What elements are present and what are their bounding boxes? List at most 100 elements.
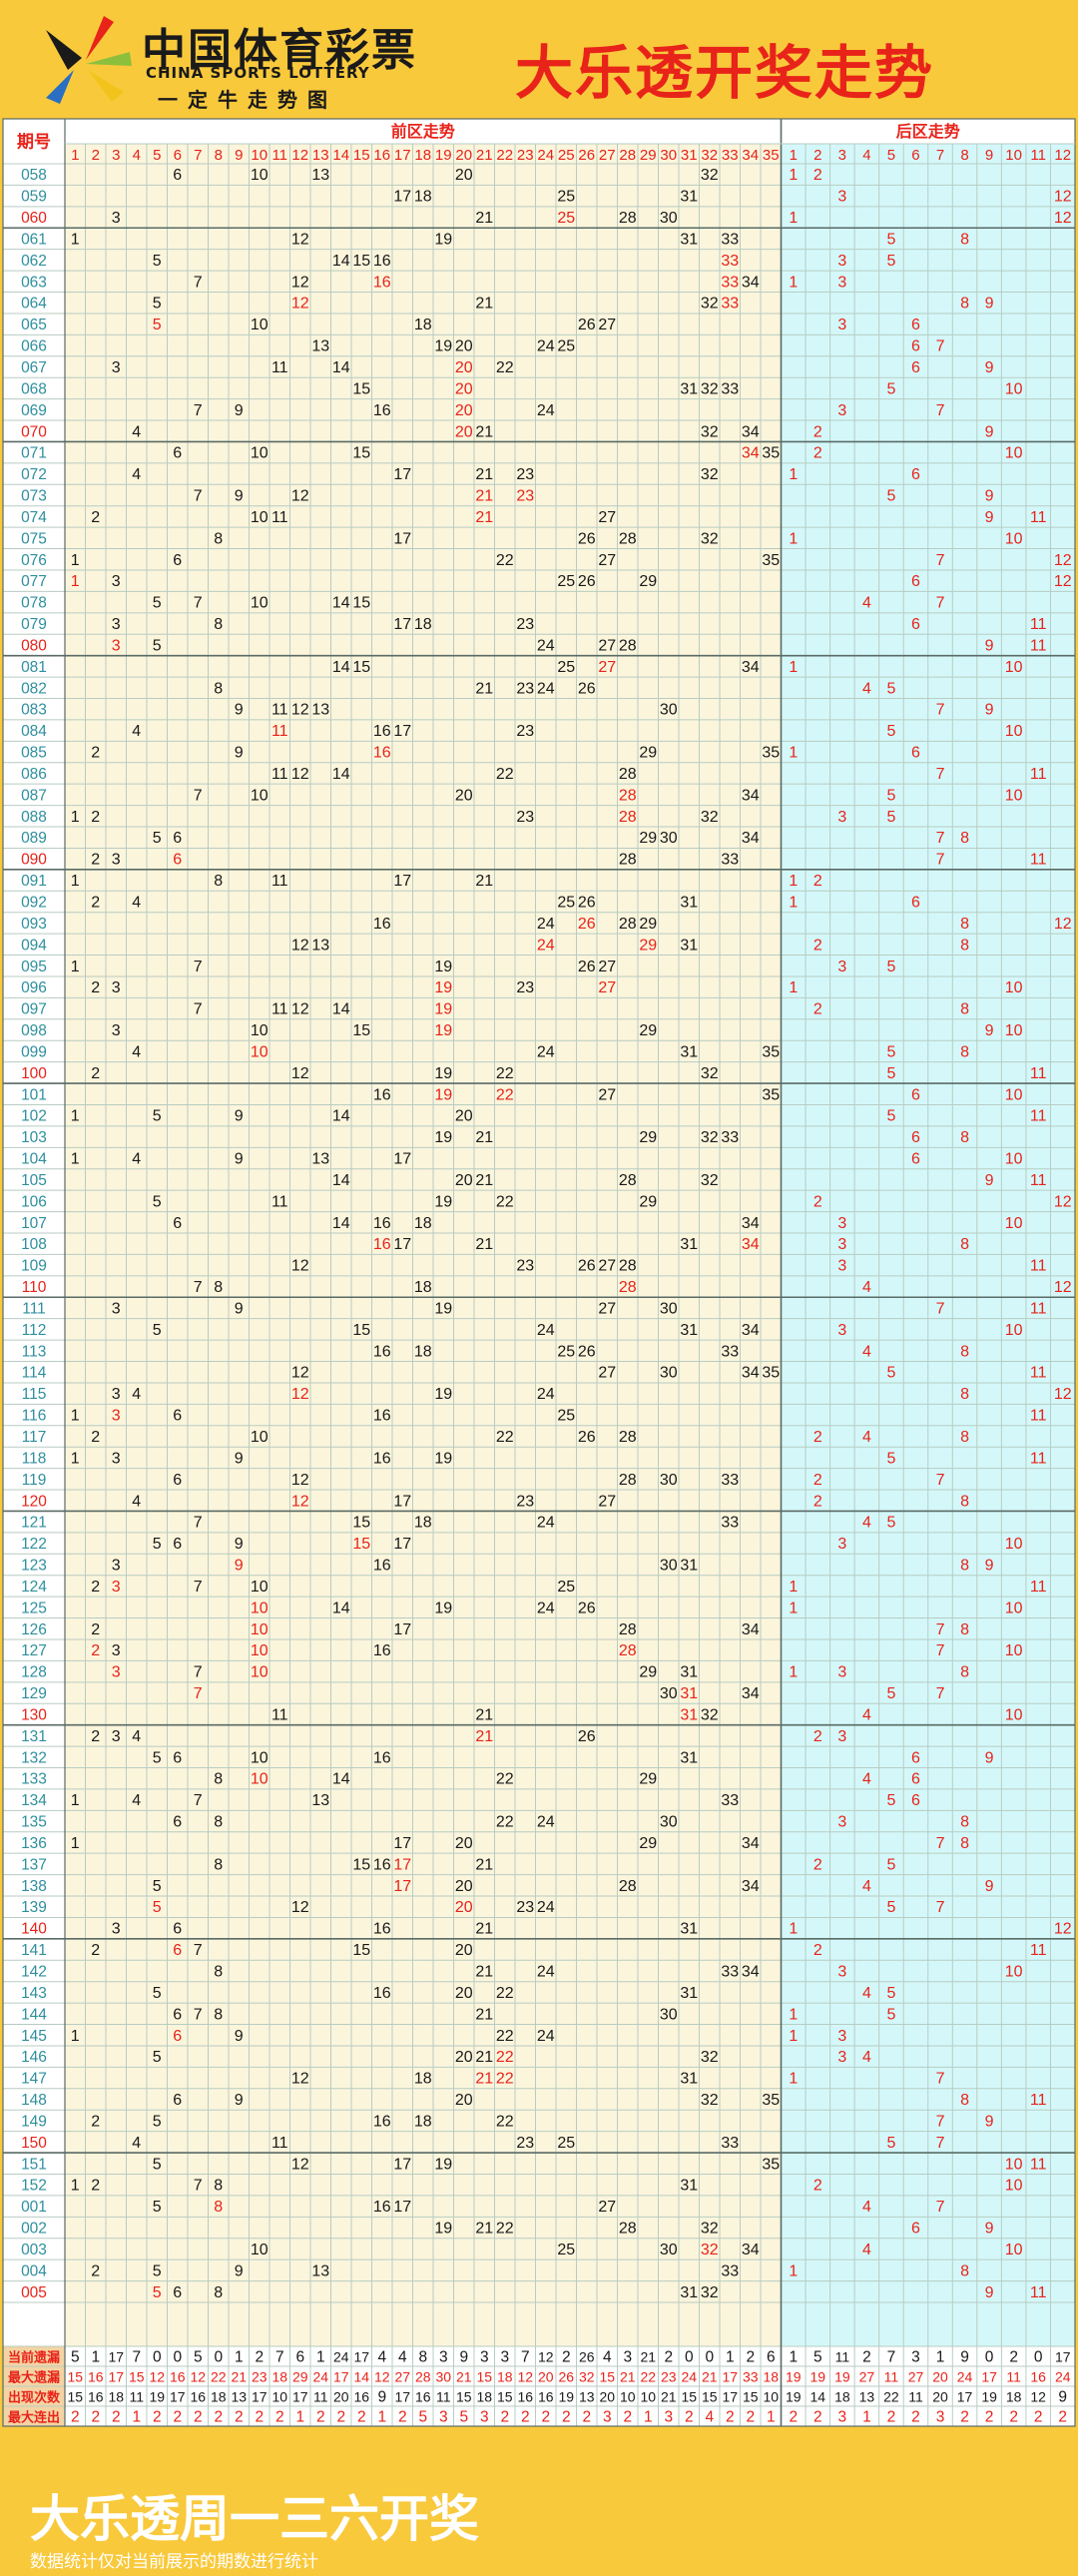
stats-front-value: 2 — [71, 2409, 80, 2426]
issue-number: 083 — [21, 702, 47, 719]
stats-back-value: 22 — [883, 2389, 899, 2405]
front-ball: 1 — [71, 1792, 80, 1809]
front-ball: 19 — [434, 1022, 452, 1039]
stats-back-value: 11 — [884, 2369, 899, 2385]
draw-row: 060 3 21 25 28 30 1 12 — [21, 210, 1072, 227]
front-ball: 33 — [721, 1515, 739, 1532]
back-column-number: 4 — [862, 147, 870, 164]
issue-number: 069 — [21, 402, 47, 419]
issue-number: 068 — [21, 380, 47, 397]
front-ball: 34 — [742, 1215, 760, 1232]
issue-number: 061 — [21, 231, 47, 248]
front-ball: 12 — [291, 702, 309, 719]
front-ball: 28 — [619, 637, 637, 654]
front-ball: 28 — [619, 1642, 637, 1659]
front-ball: 6 — [173, 1942, 182, 1959]
back-ball: 1 — [789, 2006, 798, 2023]
front-ball: 28 — [619, 1258, 637, 1275]
front-ball: 35 — [762, 1365, 780, 1382]
front-ball: 17 — [393, 1621, 411, 1638]
front-ball: 31 — [680, 1043, 698, 1060]
front-ball: 16 — [373, 274, 391, 291]
front-ball: 21 — [475, 680, 493, 697]
stats-front-value: 12 — [149, 2369, 165, 2385]
back-ball: 5 — [886, 380, 895, 397]
front-ball: 26 — [578, 959, 596, 975]
draw-row: 128 3 7 10 29 31 1 3 8 — [21, 1664, 969, 1681]
front-ball: 10 — [251, 2242, 269, 2258]
front-ball: 3 — [112, 1022, 121, 1039]
back-ball: 2 — [813, 937, 822, 954]
draw-row: 118 1 3 9 16 19 5 11 — [22, 1450, 1047, 1467]
front-ball: 19 — [434, 1193, 452, 1210]
front-ball: 27 — [598, 509, 616, 526]
front-area-header: 前区走势 — [391, 122, 455, 141]
back-ball: 4 — [862, 1279, 871, 1296]
stats-front-value: 8 — [418, 2349, 427, 2366]
front-ball: 27 — [598, 1258, 616, 1275]
stats-front-value: 10 — [271, 2389, 287, 2405]
front-ball: 13 — [311, 338, 329, 355]
issue-number: 081 — [21, 659, 47, 676]
front-ball: 31 — [680, 1664, 698, 1681]
front-ball: 4 — [132, 894, 141, 911]
stats-label: 出现次数 — [8, 2390, 61, 2405]
front-ball: 22 — [496, 359, 514, 376]
front-ball: 32 — [701, 2284, 719, 2301]
front-ball: 7 — [194, 787, 203, 804]
front-ball: 1 — [71, 809, 80, 826]
stats-back-value: 2 — [1009, 2409, 1018, 2426]
draw-row: 089 5 6 29 30 34 7 8 — [21, 830, 969, 847]
front-ball: 30 — [660, 1814, 678, 1831]
front-ball: 27 — [598, 1493, 616, 1510]
issue-number: 145 — [21, 2028, 47, 2045]
issue-number: 139 — [21, 1899, 47, 1916]
front-ball: 2 — [91, 852, 100, 869]
draw-row: 088 1 2 23 28 32 3 5 — [21, 809, 895, 826]
front-ball: 6 — [173, 167, 182, 184]
stats-front-value: 2 — [726, 2409, 735, 2426]
issue-number: 148 — [21, 2092, 47, 2109]
stats-front-value: 17 — [394, 2389, 410, 2405]
stats-front-value: 16 — [517, 2389, 533, 2405]
back-ball: 9 — [985, 2113, 994, 2130]
front-ball: 16 — [373, 1856, 391, 1873]
stats-front-value: 7 — [275, 2349, 284, 2366]
back-ball: 3 — [837, 959, 846, 975]
front-ball: 20 — [455, 359, 473, 376]
back-ball: 9 — [985, 1558, 994, 1575]
back-ball: 10 — [1005, 723, 1023, 740]
back-ball: 4 — [862, 2242, 871, 2258]
front-ball: 6 — [173, 552, 182, 569]
front-ball: 18 — [414, 1279, 432, 1296]
back-ball: 10 — [1005, 445, 1023, 462]
back-ball: 2 — [813, 445, 822, 462]
back-ball: 8 — [960, 1129, 969, 1146]
back-ball: 11 — [1030, 1065, 1047, 1082]
front-column-number: 18 — [414, 147, 431, 164]
issue-number: 060 — [21, 210, 47, 227]
front-ball: 3 — [112, 1558, 121, 1575]
draw-row: 001 5 8 16 17 27 4 7 — [21, 2199, 945, 2216]
front-ball: 10 — [251, 787, 269, 804]
draw-row: 063 7 12 16 33 34 1 3 — [21, 274, 846, 291]
front-ball: 14 — [332, 359, 350, 376]
front-ball: 6 — [173, 1921, 182, 1938]
stats-back-value: 19 — [810, 2369, 826, 2385]
front-ball: 28 — [619, 809, 637, 826]
stats-front-value: 2 — [112, 2409, 121, 2426]
back-ball: 8 — [960, 2262, 969, 2279]
stats-front-value: 6 — [767, 2349, 776, 2366]
stats-front-value: 18 — [497, 2369, 513, 2385]
issue-number: 147 — [21, 2071, 47, 2088]
front-column-number: 2 — [92, 147, 100, 164]
front-ball: 10 — [251, 509, 269, 526]
back-ball: 1 — [789, 979, 798, 996]
back-ball: 1 — [789, 530, 798, 547]
front-ball: 21 — [475, 1129, 493, 1146]
draw-row: 139 5 12 20 23 24 5 7 — [21, 1899, 945, 1916]
stats-front-value: 26 — [579, 2349, 595, 2365]
front-ball: 18 — [414, 317, 432, 333]
front-ball: 20 — [455, 2049, 473, 2066]
